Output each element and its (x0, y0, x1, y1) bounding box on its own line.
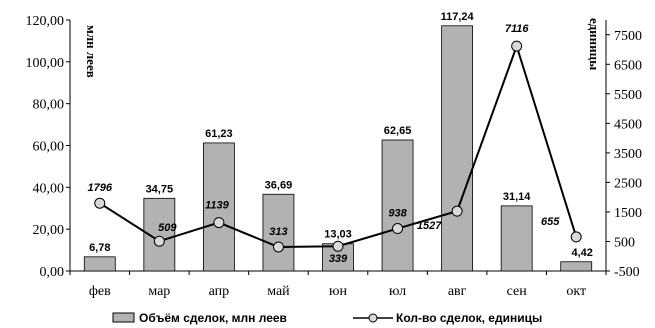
legend-bar-swatch (112, 312, 135, 323)
bar (381, 139, 414, 272)
line-data-label: 509 (158, 222, 177, 234)
line-data-label: 1796 (88, 182, 113, 194)
left-axis-title: млн леев (84, 25, 99, 78)
bar-data-label: 36,69 (265, 179, 293, 191)
right-tick-label: 7500 (614, 29, 642, 44)
bar-data-label: 62,65 (384, 125, 412, 137)
right-tick-label: -500 (614, 265, 640, 280)
line-data-label: 938 (388, 208, 407, 220)
x-tick-label: юл (389, 284, 406, 299)
data-labels: 6,78 34,75 61,23 36,69 13,03 62,65 117,24 31,14… (88, 11, 593, 265)
line-data-label: 7116 (505, 23, 530, 35)
bar-data-label: 31,14 (503, 191, 531, 203)
x-tick-label: апр (209, 284, 230, 299)
legend-bar-label: Объём сделок, млн леев (139, 311, 287, 325)
bar (441, 25, 474, 272)
x-tick-label: авг (448, 284, 467, 299)
right-tick-label: 2500 (614, 176, 642, 191)
line-data-label: 1527 (417, 220, 442, 232)
bar-series (83, 25, 593, 272)
bar (202, 142, 235, 272)
bar-data-label: 117,24 (441, 11, 475, 23)
legend-line-marker (368, 313, 378, 323)
x-tick-label: май (267, 284, 290, 299)
line-data-label: 313 (269, 226, 287, 238)
line-data-label: 655 (541, 216, 560, 228)
right-tick-label: 3500 (614, 147, 642, 162)
line-marker (94, 197, 106, 209)
legend: Объём сделок, млн леев Кол-во сделок, ед… (112, 311, 542, 325)
x-tick-label: окт (566, 284, 586, 299)
x-tick-label: мар (148, 284, 170, 299)
right-tick-label: 5500 (614, 88, 642, 103)
line-data-label: 1139 (205, 200, 230, 212)
right-tick-label: 6500 (614, 58, 642, 73)
line-marker (332, 240, 344, 252)
right-tick-label: 1500 (614, 206, 642, 221)
x-tick-label: сен (507, 284, 528, 299)
left-tick-label: 20,00 (33, 223, 65, 238)
line-marker (511, 40, 523, 52)
left-tick-label: 100,00 (26, 56, 65, 71)
bar-data-label: 34,75 (146, 183, 174, 195)
left-tick-label: 120,00 (26, 14, 65, 29)
bar (262, 193, 295, 272)
line-data-label: 339 (329, 253, 348, 265)
legend-line-label: Кол-во сделок, единицы (396, 311, 542, 325)
bar-data-label: 6,78 (89, 242, 110, 254)
x-tick-label: юн (329, 284, 347, 299)
bar (83, 256, 116, 272)
right-tick-label: 4500 (614, 117, 642, 132)
line-marker (213, 217, 225, 229)
bar-data-label: 4,42 (572, 247, 593, 259)
bar-data-label: 61,23 (205, 128, 233, 140)
line-marker (570, 231, 582, 243)
right-axis-title: единицы (587, 18, 602, 70)
line-marker (451, 205, 463, 217)
line-marker (392, 223, 404, 235)
left-tick-label: 40,00 (33, 181, 65, 196)
tick-labels: 0,00 20,00 40,00 60,00 80,00 100,00 120,00 -500… (26, 14, 643, 299)
right-tick-label: 500 (614, 235, 635, 250)
bar (500, 205, 533, 272)
left-tick-label: 80,00 (33, 98, 65, 113)
left-tick-label: 0,00 (40, 265, 65, 280)
left-tick-label: 60,00 (33, 140, 65, 155)
bar-data-label: 13,03 (324, 229, 352, 241)
line-series (94, 40, 582, 253)
line-marker (153, 235, 165, 247)
line-marker (272, 241, 284, 253)
x-tick-label: фев (89, 284, 111, 299)
bar (560, 261, 593, 272)
